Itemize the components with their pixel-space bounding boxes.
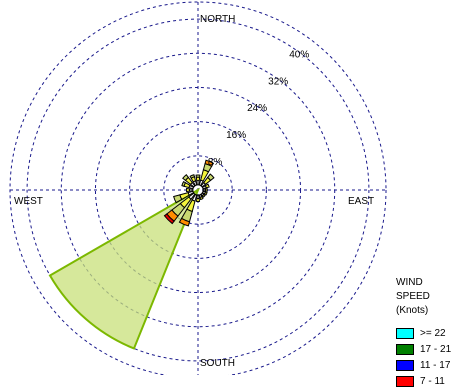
rose-segment-sw [163, 213, 175, 225]
legend-label: 17 - 21 [420, 344, 452, 355]
ring-labels: 8% 16% 24% 32% 40% [208, 49, 310, 168]
ring-label: 32% [268, 76, 288, 87]
grid-ring [129, 121, 267, 259]
rose-segment-sse [199, 195, 204, 201]
rose-segment-wsw [173, 194, 183, 204]
legend-item: 17 - 21 [396, 343, 459, 356]
rose-segment-w [185, 187, 191, 193]
legend-label: 7 - 11 [420, 376, 445, 387]
legend-item: 11 - 17 [396, 359, 459, 372]
rose-segment-nnw [189, 174, 196, 179]
compass-label-west: WEST [14, 196, 43, 207]
ring-label: 16% [226, 130, 246, 141]
wind-rose-chart: 8% 16% 24% 32% 40% NORTH SOUTH EAST WEST [9, 1, 387, 375]
rose-segment-e [205, 188, 208, 192]
highlight-sector [48, 187, 201, 350]
legend-label: >= 22 [420, 328, 446, 339]
compass-label-east: EAST [348, 196, 374, 207]
legend: WIND SPEED (Knots) >= 22 17 - 21 11 - 17… [396, 276, 459, 388]
rose-segment-n [195, 174, 201, 178]
legend-swatch [396, 344, 414, 355]
legend-swatch [396, 360, 414, 371]
legend-swatch [396, 328, 414, 339]
rose-segment-ene [204, 183, 210, 189]
legend-title: WIND SPEED [396, 277, 430, 302]
rose-segment-n [196, 180, 200, 186]
grid-ring [26, 18, 370, 362]
rose-segment-s [195, 197, 201, 203]
rose-segment-nne [204, 159, 215, 168]
rose-segment-ese [203, 191, 208, 196]
compass-label-south: SOUTH [200, 358, 235, 369]
legend-swatch [396, 376, 414, 387]
legend-item: >= 22 [396, 327, 459, 340]
direction-sectors [163, 159, 215, 227]
rose-segment-se [201, 193, 206, 198]
ring-label: 8% [208, 157, 223, 168]
rose-segment-wnw [181, 180, 187, 187]
legend-label: 11 - 17 [420, 360, 451, 371]
rose-segment-ssw [178, 217, 191, 227]
rose-segment-nw [182, 174, 190, 182]
legend-item: 7 - 11 [396, 375, 459, 388]
ring-label: 24% [247, 103, 267, 114]
ring-label: 40% [289, 49, 309, 60]
rose-segment-ne [206, 173, 215, 182]
compass-label-north: NORTH [200, 14, 235, 25]
legend-subtitle: (Knots) [396, 305, 429, 316]
